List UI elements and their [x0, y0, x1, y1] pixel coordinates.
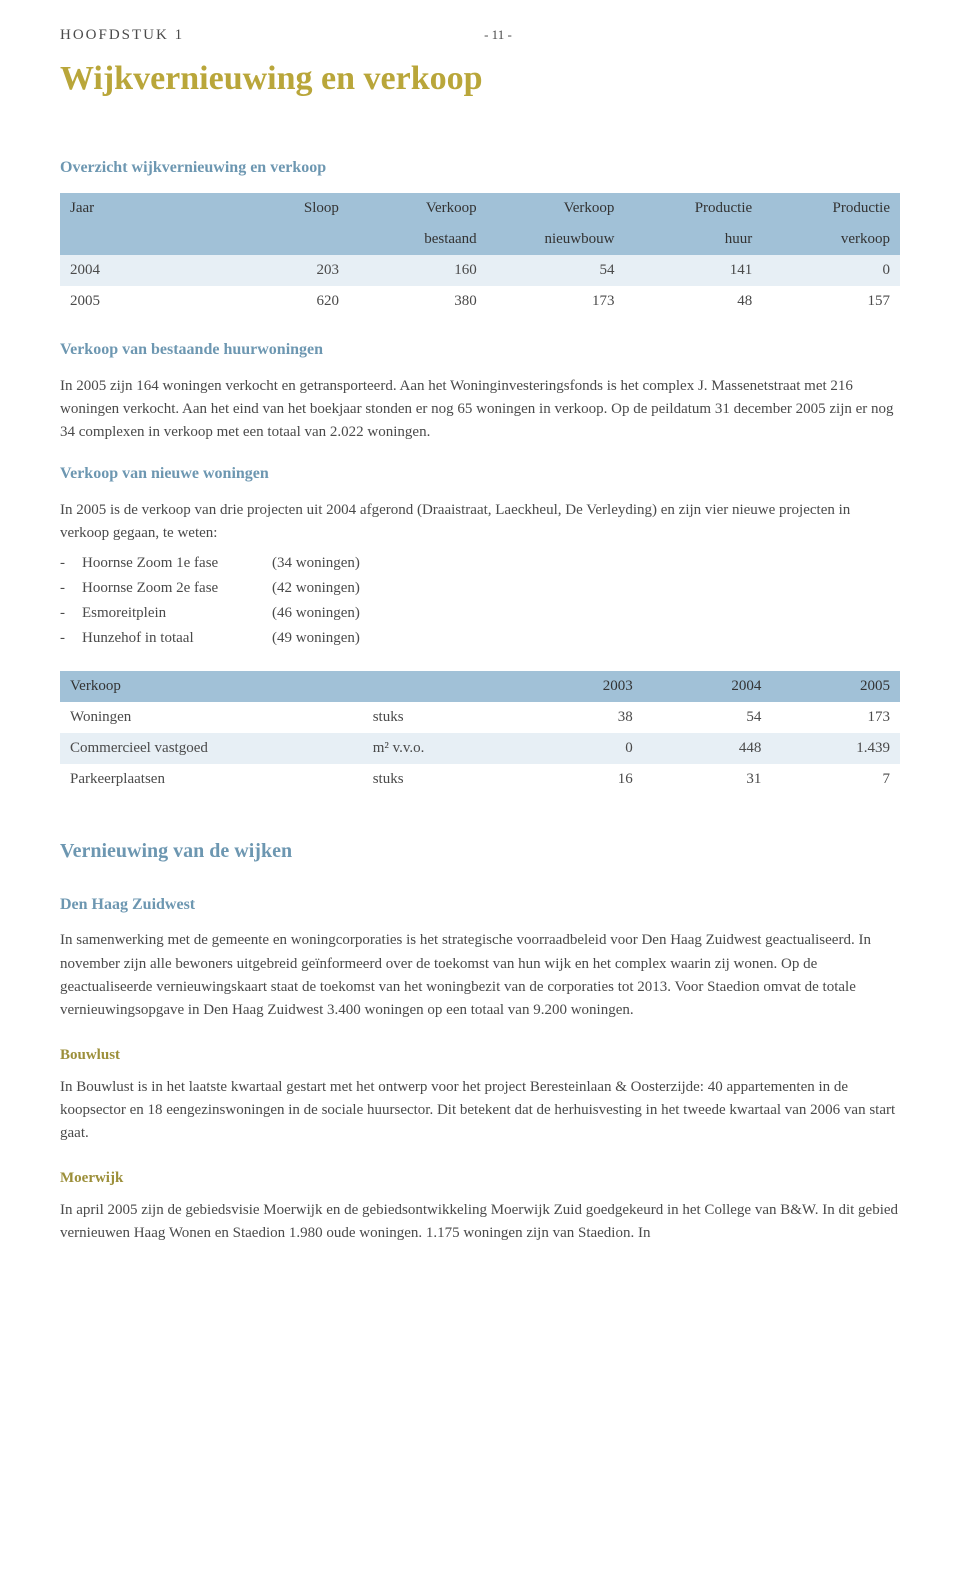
overview-heading: Overzicht wijkvernieuwing en verkoop: [60, 156, 900, 181]
chapter-label: HOOFDSTUK 1: [60, 24, 184, 47]
sale-new-para: In 2005 is de verkoop van drie projecten…: [60, 499, 900, 546]
sale-table: Verkoop 2003 2004 2005 Woningen stuks 38…: [60, 671, 900, 796]
table-row: 2004 203 160 54 141 0: [60, 255, 900, 286]
table-row: Parkeerplaatsen stuks 16 31 7: [60, 764, 900, 795]
col-verkoop-bestaand: Verkoop: [349, 193, 487, 224]
list-item: - Esmoreitplein (46 woningen): [60, 602, 900, 625]
project-qty: (46 woningen): [272, 602, 360, 625]
denhaag-para: In samenwerking met de gemeente en wonin…: [60, 929, 900, 1022]
col-sloop: Sloop: [211, 193, 349, 224]
table-header-row: Verkoop 2003 2004 2005: [60, 671, 900, 702]
sale-new-heading: Verkoop van nieuwe woningen: [60, 462, 900, 487]
col-2005: 2005: [771, 671, 900, 702]
sale-existing-heading: Verkoop van bestaande huurwoningen: [60, 338, 900, 363]
table-row: Woningen stuks 38 54 173: [60, 702, 900, 733]
col-productie-huur: Productie: [624, 193, 762, 224]
table-header-row: Jaar Sloop Verkoop Verkoop Productie Pro…: [60, 193, 900, 224]
col-2004: 2004: [643, 671, 772, 702]
project-name: Hoornse Zoom 2e fase: [82, 577, 272, 600]
col-verkoop-nieuwbouw: Verkoop: [487, 193, 625, 224]
project-qty: (49 woningen): [272, 627, 360, 650]
bouwlust-para: In Bouwlust is in het laatste kwartaal g…: [60, 1076, 900, 1146]
bullet: -: [60, 577, 82, 600]
list-item: - Hoornse Zoom 2e fase (42 woningen): [60, 577, 900, 600]
project-name: Esmoreitplein: [82, 602, 272, 625]
col-productie-verkoop: Productie: [762, 193, 900, 224]
table-header-row-2: bestaand nieuwbouw huur verkoop: [60, 224, 900, 255]
bullet: -: [60, 602, 82, 625]
denhaag-heading: Den Haag Zuidwest: [60, 893, 900, 918]
sale-existing-para: In 2005 zijn 164 woningen verkocht en ge…: [60, 375, 900, 445]
page-title: Wijkvernieuwing en verkoop: [60, 53, 900, 106]
bullet: -: [60, 552, 82, 575]
col-jaar: Jaar: [60, 193, 211, 224]
bouwlust-heading: Bouwlust: [60, 1044, 900, 1067]
project-name: Hunzehof in totaal: [82, 627, 272, 650]
project-list: - Hoornse Zoom 1e fase (34 woningen) - H…: [60, 552, 900, 651]
project-qty: (42 woningen): [272, 577, 360, 600]
col-unit: [363, 671, 514, 702]
renewal-heading: Vernieuwing van de wijken: [60, 836, 900, 867]
overview-table: Jaar Sloop Verkoop Verkoop Productie Pro…: [60, 193, 900, 318]
project-name: Hoornse Zoom 1e fase: [82, 552, 272, 575]
col-verkoop: Verkoop: [60, 671, 363, 702]
table-row: Commercieel vastgoed m² v.v.o. 0 448 1.4…: [60, 733, 900, 764]
table-row: 2005 620 380 173 48 157: [60, 286, 900, 317]
bullet: -: [60, 627, 82, 650]
moerwijk-heading: Moerwijk: [60, 1167, 900, 1190]
project-qty: (34 woningen): [272, 552, 360, 575]
page-number: - 11 -: [484, 25, 512, 45]
list-item: - Hoornse Zoom 1e fase (34 woningen): [60, 552, 900, 575]
col-2003: 2003: [514, 671, 643, 702]
list-item: - Hunzehof in totaal (49 woningen): [60, 627, 900, 650]
moerwijk-para: In april 2005 zijn de gebiedsvisie Moerw…: [60, 1199, 900, 1246]
